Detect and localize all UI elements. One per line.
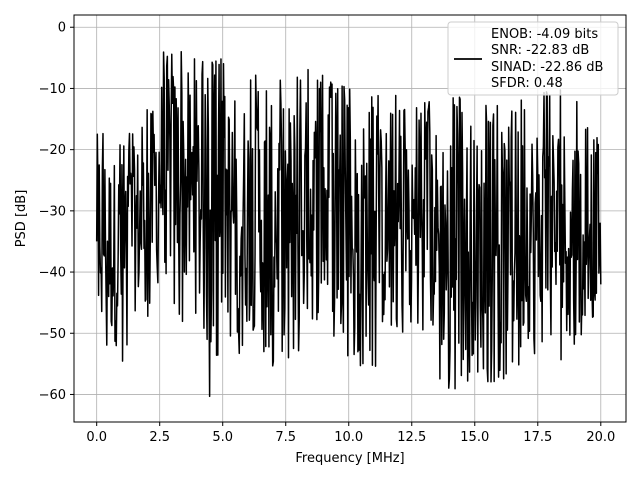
legend-enob: ENOB: -4.09 bits bbox=[491, 27, 598, 42]
y-tick-label: −10 bbox=[39, 82, 66, 97]
y-axis: 0 −10 −20 −30 −40 −50 −60 bbox=[39, 21, 74, 403]
x-tick-label: 5.0 bbox=[212, 430, 233, 445]
plot-frame bbox=[73, 14, 627, 423]
x-axis: 0.0 2.5 5.0 7.5 10.0 12.5 15.0 17.5 20.0 bbox=[86, 422, 615, 445]
legend-sfdr: SFDR: 0.48 bbox=[491, 76, 563, 91]
y-axis-label: PSD [dB] bbox=[14, 190, 29, 248]
psd-series-line bbox=[95, 51, 602, 398]
x-axis-label: Frequency [MHz] bbox=[295, 451, 404, 466]
x-tick-label: 12.5 bbox=[397, 430, 426, 445]
y-tick-label: −30 bbox=[39, 204, 66, 219]
x-tick-label: 0.0 bbox=[86, 430, 107, 445]
x-tick-label: 7.5 bbox=[275, 430, 296, 445]
legend-sinad: SINAD: -22.86 dB bbox=[491, 60, 603, 75]
series-group bbox=[95, 51, 602, 398]
x-tick-label: 15.0 bbox=[460, 430, 489, 445]
y-tick-label: −50 bbox=[39, 327, 66, 342]
x-tick-label: 2.5 bbox=[149, 430, 170, 445]
x-tick-label: 10.0 bbox=[334, 430, 363, 445]
y-tick-label: −60 bbox=[39, 388, 66, 403]
y-tick-label: −40 bbox=[39, 266, 66, 281]
y-tick-label: 0 bbox=[58, 21, 66, 36]
x-tick-label: 20.0 bbox=[586, 430, 615, 445]
x-tick-label: 17.5 bbox=[523, 430, 552, 445]
legend: ENOB: -4.09 bits SNR: -22.83 dB SINAD: -… bbox=[447, 21, 619, 96]
y-tick-label: −20 bbox=[39, 143, 66, 158]
legend-snr: SNR: -22.83 dB bbox=[491, 43, 589, 58]
legend-box bbox=[447, 21, 619, 96]
